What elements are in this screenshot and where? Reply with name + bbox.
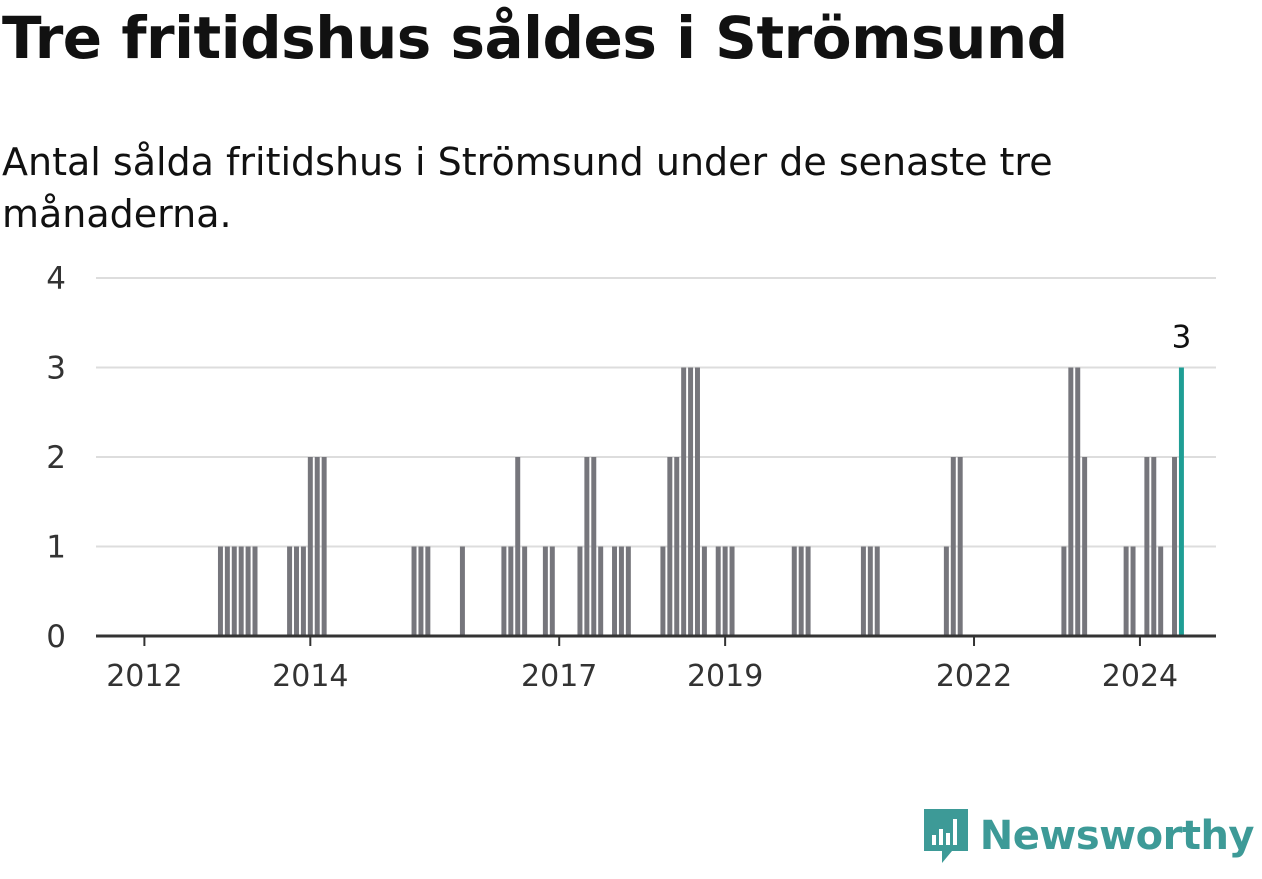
bar [1172,457,1178,636]
bar [722,546,728,636]
chart-title: Tre fritidshus såldes i Strömsund [2,4,1068,72]
x-tick-label: 2019 [687,659,763,694]
bar [300,546,306,636]
bar [294,546,299,636]
x-tick-label: 2014 [272,659,348,694]
chart-subtitle: Antal sålda fritidshus i Strömsund under… [2,140,1053,236]
bar [681,367,687,636]
bar [1144,457,1150,636]
bar [321,457,327,636]
bar [1082,457,1088,636]
bar [674,457,680,636]
bar [238,546,244,636]
bar [1075,367,1081,636]
bar [867,546,873,636]
bar [307,457,313,636]
bar [287,546,293,636]
bar [577,546,583,636]
bar [715,546,721,636]
bar [1151,457,1157,636]
bar [508,546,514,636]
bar-chart-speech-bubble-icon [923,809,968,863]
bar [542,546,548,636]
bar [217,546,223,636]
bar [729,546,735,636]
bar [598,546,604,636]
bar [618,546,624,636]
bar [591,457,597,636]
bar [425,546,431,636]
x-tick-label: 2017 [521,659,597,694]
newsworthy-logo: Newsworthy [922,807,1255,865]
bar [314,457,320,636]
bar [1061,546,1067,636]
bar [874,546,880,636]
bar [584,457,590,636]
bar [701,546,707,636]
y-tick-label: 3 [46,351,66,387]
bar [957,457,963,636]
logo-text: Newsworthy [979,813,1255,859]
bar [688,367,694,636]
bar [459,546,465,636]
x-tick-label: 2024 [1102,659,1178,694]
bar [660,546,666,636]
bar [515,457,521,636]
bar [694,367,700,636]
bar [625,546,631,636]
x-tick-label: 2012 [106,659,182,694]
y-tick-label: 2 [46,440,66,476]
y-tick-label: 0 [46,619,66,655]
gridlines [96,277,1216,548]
bar-chart: 0 1 2 3 4 2012 2014 2017 2019 2022 2024 3 [46,261,1216,694]
bar [950,457,956,636]
x-tick-label: 2022 [936,659,1012,694]
bar [1123,546,1129,636]
bar [418,546,424,636]
y-tick-label: 1 [46,530,66,566]
bar [501,546,507,636]
bar [549,546,555,636]
bar [791,546,797,636]
bar [612,546,618,636]
bar [245,546,251,636]
bar [860,546,866,636]
highlight-bar [1178,367,1184,636]
highlight-value-label: 3 [1172,320,1192,356]
bar [943,546,949,636]
bar [411,546,417,636]
bar [522,546,528,636]
bar [231,546,237,636]
bar [1158,546,1164,636]
bar [1130,546,1136,636]
y-tick-label: 4 [46,261,66,297]
bar [252,546,258,636]
y-axis-ticks: 0 1 2 3 4 [46,261,66,655]
bar [805,546,811,636]
x-axis-ticks: 2012 2014 2017 2019 2022 2024 [106,636,1178,694]
bar [667,457,673,636]
bar [224,546,230,636]
bar [1068,367,1074,636]
bars [217,367,1184,636]
bar [798,546,804,636]
